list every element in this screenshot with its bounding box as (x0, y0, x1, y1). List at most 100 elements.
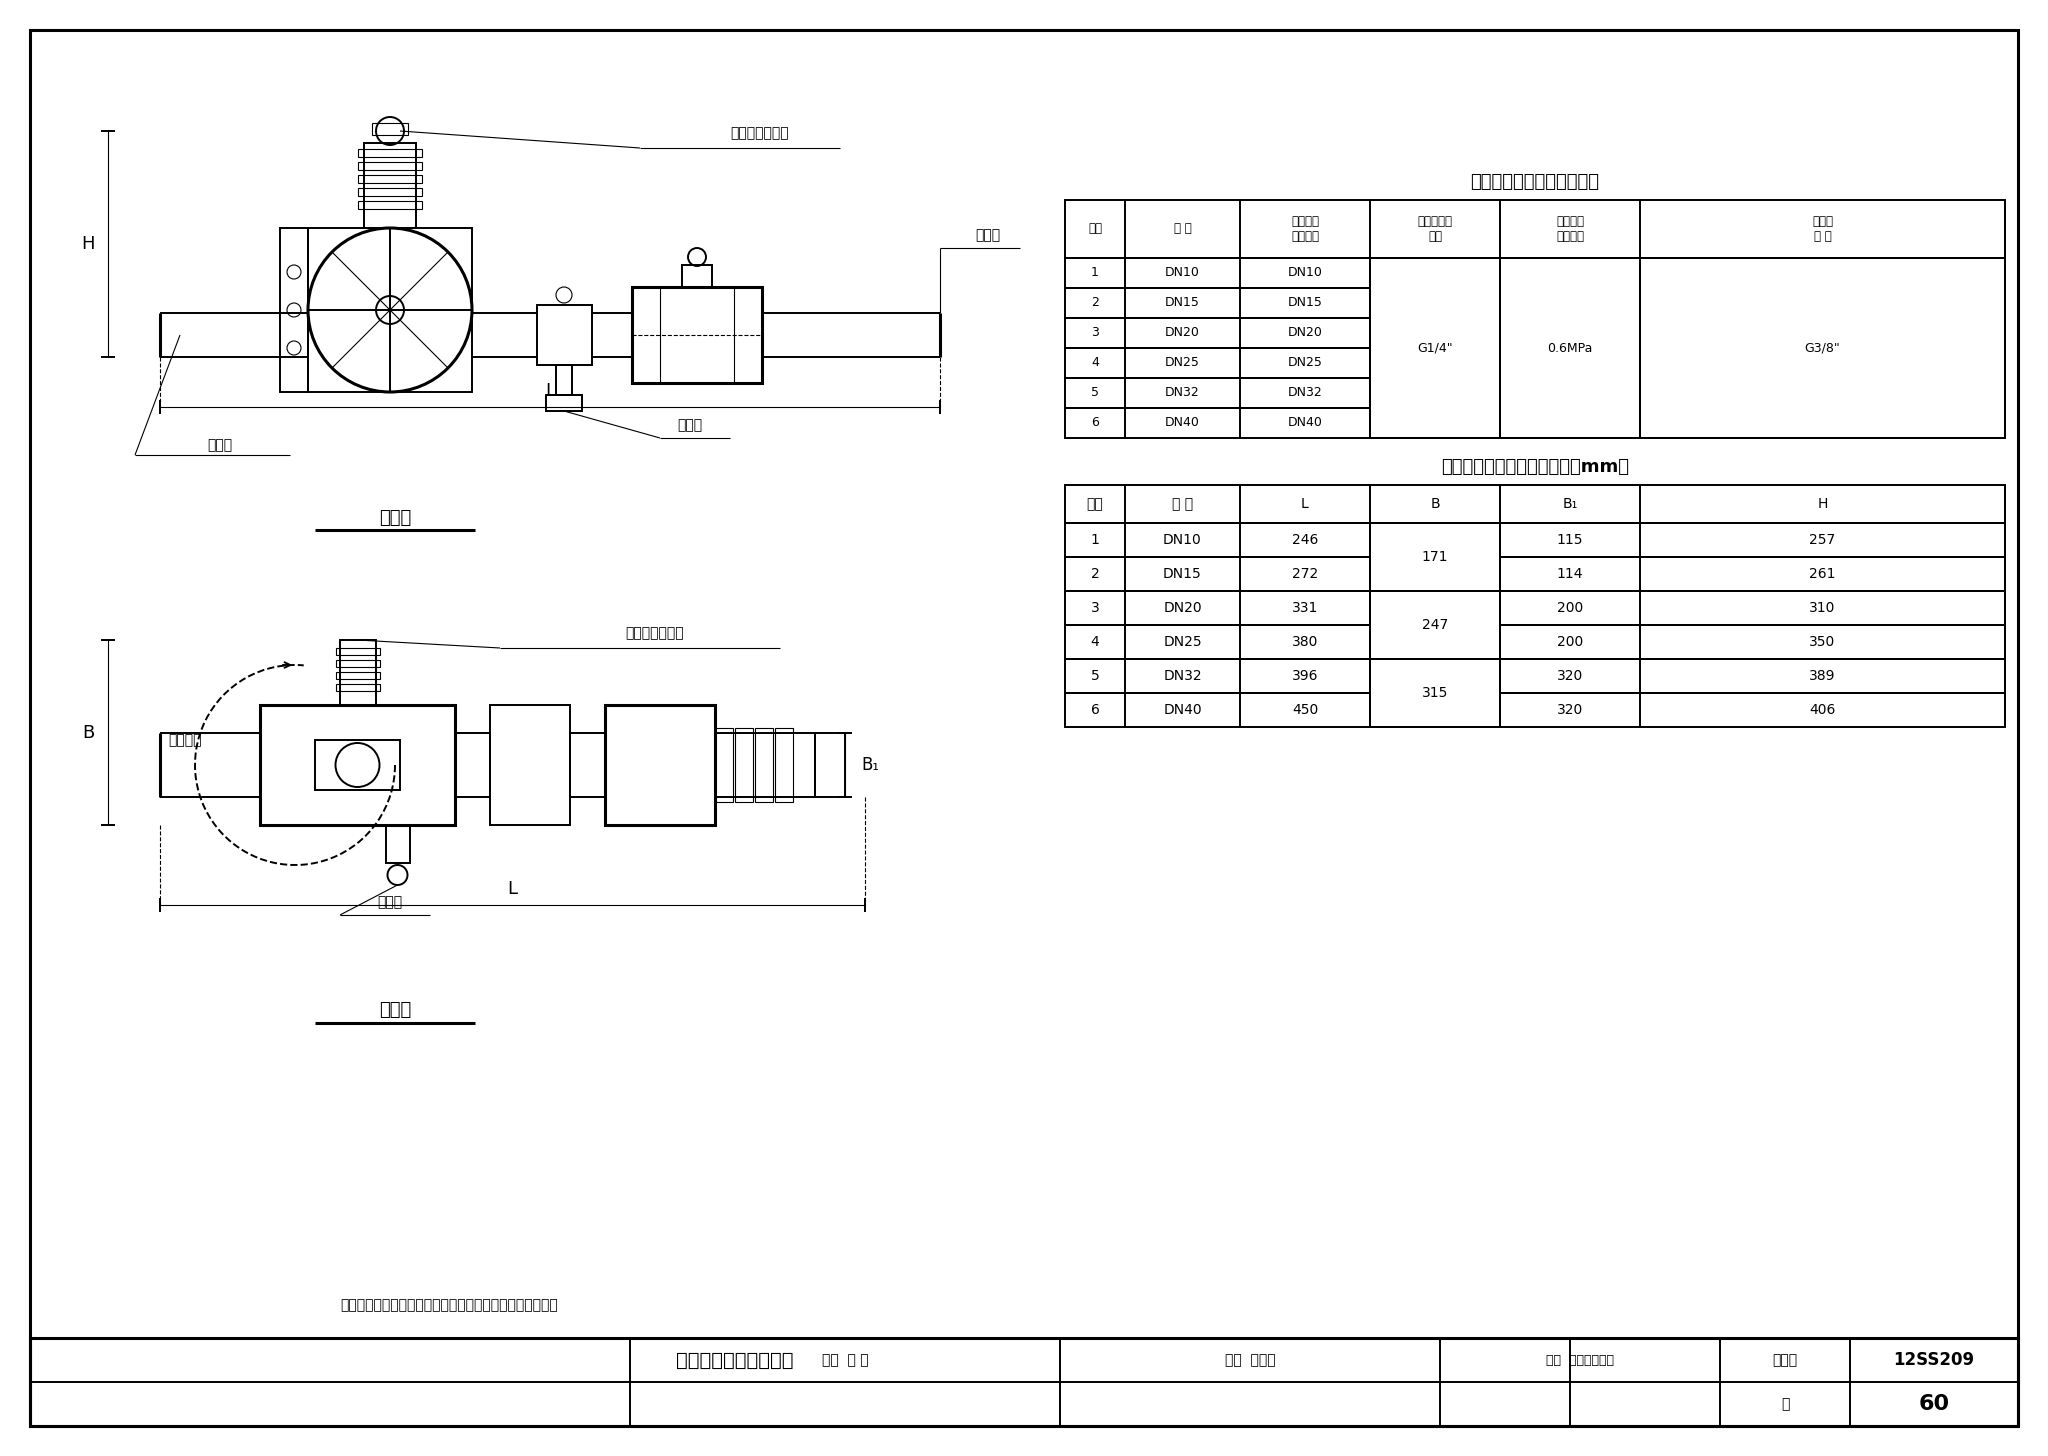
Bar (336, 648, 379, 655)
Text: 说明：各种规格分区控制阀进出水口连接方式均为管螺纹。: 说明：各种规格分区控制阀进出水口连接方式均为管螺纹。 (340, 1297, 557, 1312)
Bar (547, 395, 582, 411)
Bar (1065, 625, 2005, 660)
Bar (336, 673, 379, 678)
Bar (715, 728, 733, 802)
Text: L: L (1300, 496, 1309, 511)
Bar (569, 732, 604, 796)
Text: 261: 261 (1808, 566, 1835, 581)
Bar (373, 122, 408, 135)
Bar (1065, 258, 2005, 288)
Bar (358, 175, 422, 183)
Bar (774, 728, 793, 802)
Text: 60: 60 (1919, 1393, 1950, 1414)
Text: 1: 1 (1092, 533, 1100, 547)
Text: 320: 320 (1556, 668, 1583, 683)
Text: 进口分区控制阀外形图: 进口分区控制阀外形图 (676, 1351, 795, 1370)
Bar (358, 201, 422, 210)
Text: 2: 2 (1092, 566, 1100, 581)
Text: 图集号: 图集号 (1772, 1353, 1798, 1367)
Text: 压缩空气管
接口: 压缩空气管 接口 (1417, 215, 1452, 243)
Text: DN40: DN40 (1288, 416, 1323, 430)
Text: 315: 315 (1421, 703, 1448, 716)
Text: B₁: B₁ (860, 756, 879, 775)
Text: 5: 5 (1092, 668, 1100, 683)
Text: 序号: 序号 (1087, 223, 1102, 236)
Text: 前视图: 前视图 (379, 510, 412, 527)
Bar (489, 705, 569, 826)
Text: 247: 247 (1421, 601, 1448, 614)
Text: 315: 315 (1421, 686, 1448, 700)
Bar (385, 826, 410, 863)
Bar (715, 732, 815, 796)
Bar (682, 265, 713, 287)
Bar (1370, 660, 1499, 727)
Bar (1065, 288, 2005, 317)
Text: 压缩空气管接口: 压缩空气管接口 (627, 626, 684, 641)
Text: 247: 247 (1421, 635, 1448, 649)
Text: 测试阀: 测试阀 (678, 418, 702, 432)
Text: DN32: DN32 (1165, 386, 1200, 399)
Text: 315: 315 (1421, 668, 1448, 683)
Bar (336, 684, 379, 692)
Bar (358, 162, 422, 170)
Text: DN25: DN25 (1163, 635, 1202, 649)
Text: DN10: DN10 (1288, 266, 1323, 280)
Bar (281, 229, 307, 392)
Text: 310: 310 (1808, 601, 1835, 614)
Text: 396: 396 (1292, 668, 1319, 683)
Text: DN15: DN15 (1163, 566, 1202, 581)
Text: 171: 171 (1421, 550, 1448, 563)
Circle shape (377, 296, 403, 325)
Text: B: B (82, 724, 94, 741)
Bar (260, 705, 455, 826)
Bar (1370, 524, 1499, 590)
Text: 6: 6 (1092, 416, 1100, 430)
Text: 测试阀: 测试阀 (377, 895, 403, 909)
Text: 171: 171 (1421, 533, 1448, 547)
Bar (31, 1338, 2017, 1425)
Text: DN20: DN20 (1288, 326, 1323, 339)
Text: 进口分区控制阀技术参数表: 进口分区控制阀技术参数表 (1470, 173, 1599, 191)
Text: 页: 页 (1782, 1396, 1790, 1411)
Bar (1065, 379, 2005, 408)
Text: DN15: DN15 (1288, 297, 1323, 310)
Text: 320: 320 (1556, 703, 1583, 716)
Bar (1370, 591, 1499, 658)
Text: 450: 450 (1292, 703, 1319, 716)
Text: DN40: DN40 (1163, 703, 1202, 716)
Bar (336, 660, 379, 667)
Text: 389: 389 (1808, 668, 1835, 683)
Text: 规 格: 规 格 (1174, 223, 1192, 236)
Bar (1065, 558, 2005, 591)
Bar (633, 287, 762, 383)
Bar (358, 149, 422, 157)
Bar (1065, 485, 2005, 523)
Text: B₁: B₁ (1563, 496, 1577, 511)
Text: 350: 350 (1808, 635, 1835, 649)
Text: DN25: DN25 (1165, 357, 1200, 370)
Text: 1: 1 (1092, 266, 1100, 280)
Bar (555, 365, 571, 395)
Text: B: B (1430, 496, 1440, 511)
Text: 5: 5 (1092, 386, 1100, 399)
Text: 校对  俞志根: 校对 俞志根 (1225, 1353, 1276, 1367)
Text: H: H (1817, 496, 1827, 511)
Text: H: H (82, 234, 94, 253)
Text: 进出水口
公称尺寸: 进出水口 公称尺寸 (1290, 215, 1319, 243)
Text: 246: 246 (1292, 533, 1319, 547)
Bar (604, 705, 715, 826)
Bar (358, 188, 422, 197)
Text: 6: 6 (1092, 703, 1100, 716)
Text: DN32: DN32 (1163, 668, 1202, 683)
Text: 257: 257 (1808, 533, 1835, 547)
Text: 进水口: 进水口 (207, 438, 233, 451)
Text: G3/8": G3/8" (1804, 342, 1841, 354)
Bar (1065, 693, 2005, 727)
Text: 平面图: 平面图 (379, 1002, 412, 1019)
Text: 设计  田扬楼田均楼: 设计 田扬楼田均楼 (1546, 1354, 1614, 1367)
Text: 旋转方向: 旋转方向 (168, 732, 203, 747)
Bar (1065, 660, 2005, 693)
Text: 压缩空气
供气压力: 压缩空气 供气压力 (1556, 215, 1583, 243)
Text: DN10: DN10 (1163, 533, 1202, 547)
Text: 331: 331 (1292, 601, 1319, 614)
